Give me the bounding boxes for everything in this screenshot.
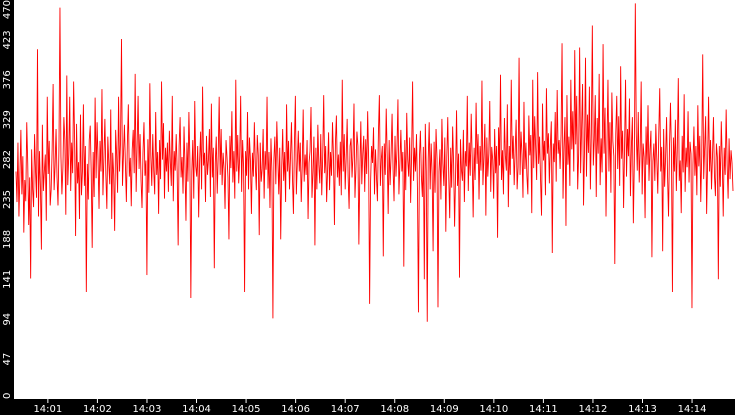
x-tick-label: 14:01	[33, 404, 62, 415]
x-tick-label: 14:02	[83, 404, 112, 415]
series-line	[15, 3, 734, 322]
x-tick-label: 14:04	[182, 404, 211, 415]
x-tick-label: 14:09	[430, 404, 459, 415]
y-tick-label: 188	[2, 230, 13, 249]
y-tick-label: 94	[2, 313, 13, 326]
y-tick-label: 141	[2, 270, 13, 289]
x-tick-label: 14:08	[380, 404, 409, 415]
y-axis: 0 47 94 141 188 235 282 329 376 423 470	[2, 0, 13, 399]
x-tick-label: 14:05	[232, 404, 261, 415]
y-tick-label: 235	[2, 190, 13, 209]
y-tick-label: 282	[2, 150, 13, 169]
y-tick-label: 0	[2, 393, 13, 399]
x-tick-label: 14:12	[579, 404, 608, 415]
y-tick-label: 329	[2, 110, 13, 129]
y-tick-label: 47	[2, 353, 13, 366]
x-tick-label: 14:07	[331, 404, 360, 415]
y-tick-label: 376	[2, 70, 13, 89]
x-tick-label: 14:13	[628, 404, 657, 415]
plot-area	[14, 0, 735, 399]
x-tick-label: 14:14	[678, 404, 707, 415]
x-tick-label: 14:06	[281, 404, 310, 415]
y-tick-label: 470	[2, 0, 13, 19]
x-axis: 14:01 14:02 14:03 14:04 14:05 14:06 14:07 14:08…	[33, 399, 706, 415]
x-tick-label: 14:10	[479, 404, 508, 415]
y-tick-label: 423	[2, 30, 13, 49]
x-tick-label: 14:03	[133, 404, 162, 415]
x-tick-label: 14:11	[529, 404, 558, 415]
